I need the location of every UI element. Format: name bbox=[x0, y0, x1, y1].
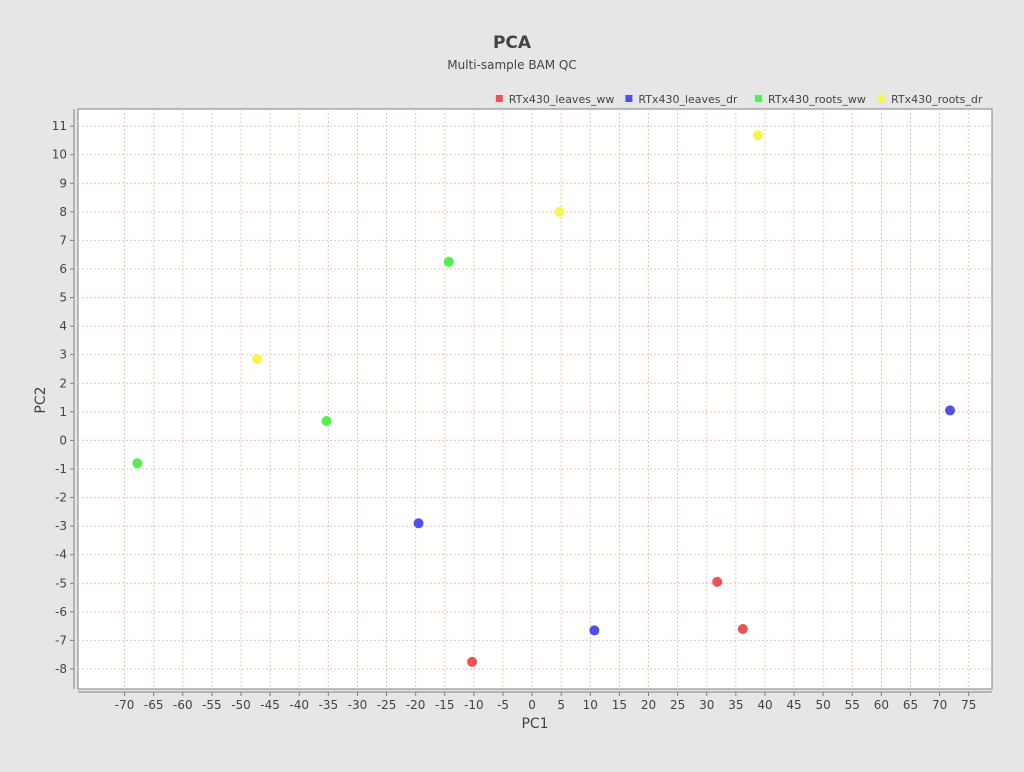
data-point-RTx430_roots_dr bbox=[752, 130, 763, 141]
x-tick-label: -25 bbox=[377, 698, 397, 712]
legend-label: RTx430_roots_ww bbox=[768, 93, 866, 106]
data-point-RTx430_roots_ww bbox=[443, 256, 454, 267]
y-tick-label: 1 bbox=[59, 405, 67, 419]
x-tick-label: 45 bbox=[786, 698, 801, 712]
x-axis: -70 -65 -60 -55 -50 -45 -40 -35 -30 -25 -20 -15 -10-… bbox=[78, 691, 992, 712]
x-tick-label: 10 bbox=[583, 698, 598, 712]
legend-item: RTx430_leaves_ww bbox=[495, 93, 615, 106]
y-axis: -8 -7 -6 -5 -4 -3 -2 -1 0 1 2 3 4 5 6 7 8 9 10 11 bbox=[52, 109, 75, 689]
x-tick-label: 55 bbox=[845, 698, 860, 712]
data-point-RTx430_leaves_ww bbox=[712, 576, 723, 587]
y-tick-label: 2 bbox=[59, 376, 67, 390]
y-tick-label: -5 bbox=[55, 576, 67, 590]
y-tick-label: -1 bbox=[55, 462, 67, 476]
legend-item: RTx430_leaves_dr bbox=[625, 93, 738, 106]
legend-label: RTx430_leaves_dr bbox=[638, 93, 738, 106]
chart-title: PCA bbox=[493, 33, 532, 53]
x-tick-label: 40 bbox=[757, 698, 772, 712]
data-points bbox=[132, 130, 956, 667]
x-tick-label: 35 bbox=[728, 698, 743, 712]
data-point-RTx430_roots_ww bbox=[321, 416, 332, 426]
y-tick-label: 4 bbox=[59, 319, 67, 333]
x-tick-label: -35 bbox=[319, 698, 339, 712]
data-point-RTx430_leaves_dr bbox=[945, 405, 956, 416]
x-tick-label: 70 bbox=[932, 698, 947, 712]
y-tick-label: -4 bbox=[55, 548, 67, 562]
y-tick-label: 10 bbox=[52, 148, 67, 162]
grid bbox=[78, 109, 992, 689]
y-tick-label: 3 bbox=[59, 348, 67, 362]
x-tick-label: -50 bbox=[231, 698, 251, 712]
y-tick-label: -7 bbox=[55, 633, 67, 647]
legend-swatch bbox=[878, 95, 885, 102]
y-tick-label: 8 bbox=[59, 205, 67, 219]
x-tick-label: -10 bbox=[464, 698, 484, 712]
x-tick-label: -65 bbox=[144, 698, 164, 712]
legend: RTx430_leaves_ww RTx430_leaves_dr RTx430_r… bbox=[495, 93, 983, 106]
legend-label: RTx430_roots_dr bbox=[891, 93, 983, 106]
data-point-RTx430_leaves_dr bbox=[589, 625, 600, 636]
x-axis-label: PC1 bbox=[521, 716, 548, 732]
legend-swatch bbox=[625, 95, 633, 102]
data-point-RTx430_leaves_dr bbox=[413, 518, 424, 529]
data-point-RTx430_roots_dr bbox=[252, 354, 263, 364]
x-tick-label: -45 bbox=[260, 698, 280, 712]
x-tick-label: 65 bbox=[903, 698, 918, 712]
x-tick-label: -55 bbox=[202, 698, 222, 712]
x-tick-label: 30 bbox=[699, 698, 714, 712]
data-point-RTx430_roots_dr bbox=[554, 206, 565, 217]
x-tick-label: 50 bbox=[816, 698, 831, 712]
x-tick-label: 15 bbox=[612, 698, 627, 712]
y-tick-label: -2 bbox=[55, 491, 67, 505]
x-tick-label: 5 bbox=[557, 698, 565, 712]
legend-item: RTx430_roots_ww bbox=[755, 93, 866, 106]
x-tick-label: 20 bbox=[641, 698, 656, 712]
data-point-RTx430_leaves_ww bbox=[737, 624, 748, 634]
x-tick-label: -5 bbox=[497, 698, 509, 712]
x-tick-label: 75 bbox=[961, 698, 976, 712]
x-tick-label: 25 bbox=[670, 698, 685, 712]
x-tick-label: 60 bbox=[874, 698, 889, 712]
x-tick-label: -40 bbox=[289, 698, 309, 712]
x-tick-label: -15 bbox=[435, 698, 455, 712]
legend-item: RTx430_roots_dr bbox=[878, 93, 983, 106]
y-tick-label: 5 bbox=[59, 291, 67, 305]
y-tick-label: -3 bbox=[55, 519, 67, 533]
y-tick-label: 11 bbox=[52, 119, 67, 133]
legend-label: RTx430_leaves_ww bbox=[509, 93, 615, 106]
y-tick-label: 9 bbox=[59, 176, 67, 190]
data-point-RTx430_leaves_ww bbox=[467, 656, 478, 667]
chart-subtitle: Multi-sample BAM QC bbox=[447, 58, 577, 72]
plot-area bbox=[77, 108, 993, 690]
x-tick-label: -60 bbox=[173, 698, 193, 712]
y-tick-label: -8 bbox=[55, 662, 67, 676]
y-tick-label: 0 bbox=[59, 433, 67, 447]
x-tick-label: -70 bbox=[115, 698, 135, 712]
y-axis-label: PC2 bbox=[33, 386, 49, 413]
legend-swatch bbox=[755, 95, 762, 102]
y-tick-label: -6 bbox=[55, 605, 67, 619]
x-tick-label: -20 bbox=[406, 698, 426, 712]
y-tick-label: 6 bbox=[59, 262, 67, 276]
x-tick-label: 0 bbox=[528, 698, 536, 712]
data-point-RTx430_roots_ww bbox=[132, 458, 143, 469]
x-tick-label: -30 bbox=[348, 698, 368, 712]
legend-swatch bbox=[495, 95, 503, 102]
y-tick-label: 7 bbox=[59, 233, 67, 247]
